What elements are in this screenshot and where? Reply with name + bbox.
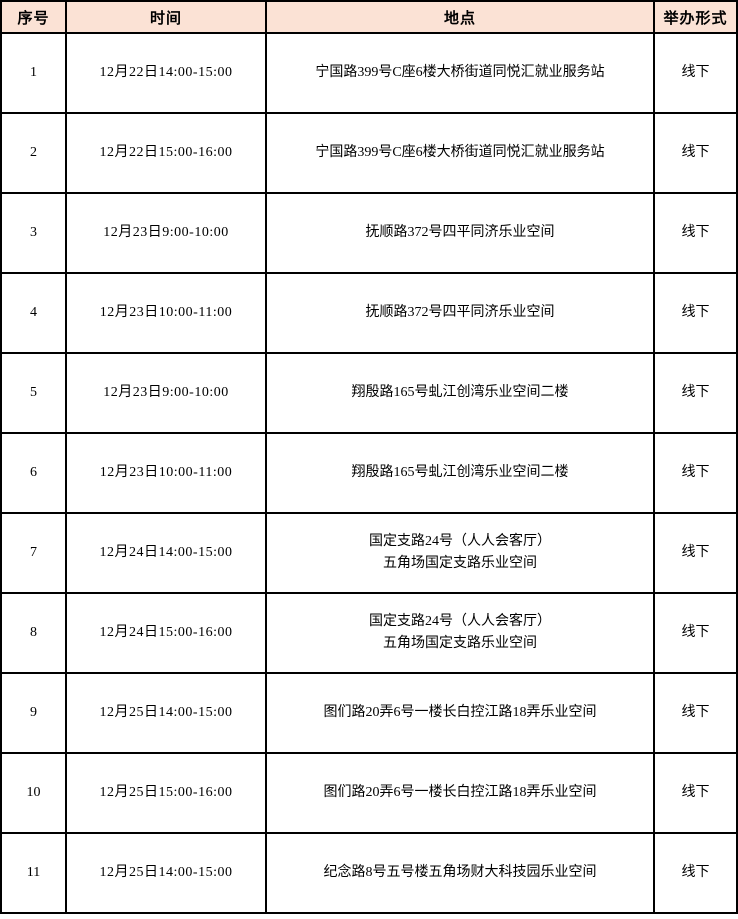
- location-cell: 纪念路8号五号楼五角场财大科技园乐业空间: [265, 832, 655, 914]
- row-index-cell: 3: [0, 192, 67, 274]
- time-cell: 12月24日15:00-16:00: [65, 592, 267, 674]
- location-cell: 翔殷路165号虬江创湾乐业空间二楼: [265, 432, 655, 514]
- table-row: 2 12月22日15:00-16:00 宁国路399号C座6楼大桥街道同悦汇就业服务…: [0, 112, 738, 194]
- row-index-cell: 2: [0, 112, 67, 194]
- format-cell: 线下: [653, 752, 738, 834]
- location-cell: 国定支路24号（人人会客厅） 五角场国定支路乐业空间: [265, 592, 655, 674]
- location-cell: 国定支路24号（人人会客厅） 五角场国定支路乐业空间: [265, 512, 655, 594]
- header-row: 序号 时间 地点 举办形式: [0, 0, 738, 34]
- time-cell: 12月23日9:00-10:00: [65, 352, 267, 434]
- table-row: 3 12月23日9:00-10:00 抚顺路372号四平同济乐业空间 线下: [0, 192, 738, 274]
- table-row: 8 12月24日15:00-16:00 国定支路24号（人人会客厅） 五角场国定支路…: [0, 592, 738, 674]
- header-location: 地点: [265, 0, 655, 34]
- time-cell: 12月22日14:00-15:00: [65, 32, 267, 114]
- format-cell: 线下: [653, 352, 738, 434]
- row-index-cell: 9: [0, 672, 67, 754]
- row-index-cell: 8: [0, 592, 67, 674]
- row-index-cell: 7: [0, 512, 67, 594]
- table-row: 11 12月25日14:00-15:00 纪念路8号五号楼五角场财大科技园乐业空间线…: [0, 832, 738, 914]
- format-cell: 线下: [653, 272, 738, 354]
- table-row: 4 12月23日10:00-11:00 抚顺路372号四平同济乐业空间 线下: [0, 272, 738, 354]
- format-cell: 线下: [653, 672, 738, 754]
- location-cell: 抚顺路372号四平同济乐业空间: [265, 192, 655, 274]
- time-cell: 12月25日14:00-15:00: [65, 672, 267, 754]
- header-index: 序号: [0, 0, 67, 34]
- location-cell: 图们路20弄6号一楼长白控江路18弄乐业空间: [265, 752, 655, 834]
- format-cell: 线下: [653, 192, 738, 274]
- location-cell: 宁国路399号C座6楼大桥街道同悦汇就业服务站: [265, 32, 655, 114]
- table-row: 7 12月24日14:00-15:00 国定支路24号（人人会客厅） 五角场国定支路…: [0, 512, 738, 594]
- header-format: 举办形式: [653, 0, 738, 34]
- table-row: 1 12月22日14:00-15:00 宁国路399号C座6楼大桥街道同悦汇就业服务…: [0, 32, 738, 114]
- format-cell: 线下: [653, 32, 738, 114]
- header-time: 时间: [65, 0, 267, 34]
- format-cell: 线下: [653, 512, 738, 594]
- time-cell: 12月22日15:00-16:00: [65, 112, 267, 194]
- format-cell: 线下: [653, 832, 738, 914]
- row-index-cell: 6: [0, 432, 67, 514]
- location-cell: 抚顺路372号四平同济乐业空间: [265, 272, 655, 354]
- row-index-cell: 1: [0, 32, 67, 114]
- time-cell: 12月23日10:00-11:00: [65, 272, 267, 354]
- time-cell: 12月25日14:00-15:00: [65, 832, 267, 914]
- time-cell: 12月25日15:00-16:00: [65, 752, 267, 834]
- location-cell: 翔殷路165号虬江创湾乐业空间二楼: [265, 352, 655, 434]
- format-cell: 线下: [653, 112, 738, 194]
- row-index-cell: 11: [0, 832, 67, 914]
- row-index-cell: 5: [0, 352, 67, 434]
- time-cell: 12月23日10:00-11:00: [65, 432, 267, 514]
- table-row: 5 12月23日9:00-10:00 翔殷路165号虬江创湾乐业空间二楼 线下: [0, 352, 738, 434]
- table-row: 10 12月25日15:00-16:00 图们路20弄6号一楼长白控江路18弄乐业空…: [0, 752, 738, 834]
- format-cell: 线下: [653, 592, 738, 674]
- time-cell: 12月24日14:00-15:00: [65, 512, 267, 594]
- table-body: 1 12月22日14:00-15:00 宁国路399号C座6楼大桥街道同悦汇就业服务…: [0, 32, 738, 914]
- location-cell: 图们路20弄6号一楼长白控江路18弄乐业空间: [265, 672, 655, 754]
- row-index-cell: 4: [0, 272, 67, 354]
- format-cell: 线下: [653, 432, 738, 514]
- time-cell: 12月23日9:00-10:00: [65, 192, 267, 274]
- location-cell: 宁国路399号C座6楼大桥街道同悦汇就业服务站: [265, 112, 655, 194]
- table-row: 9 12月25日14:00-15:00 图们路20弄6号一楼长白控江路18弄乐业空间…: [0, 672, 738, 754]
- row-index-cell: 10: [0, 752, 67, 834]
- table-row: 6 12月23日10:00-11:00 翔殷路165号虬江创湾乐业空间二楼 线下: [0, 432, 738, 514]
